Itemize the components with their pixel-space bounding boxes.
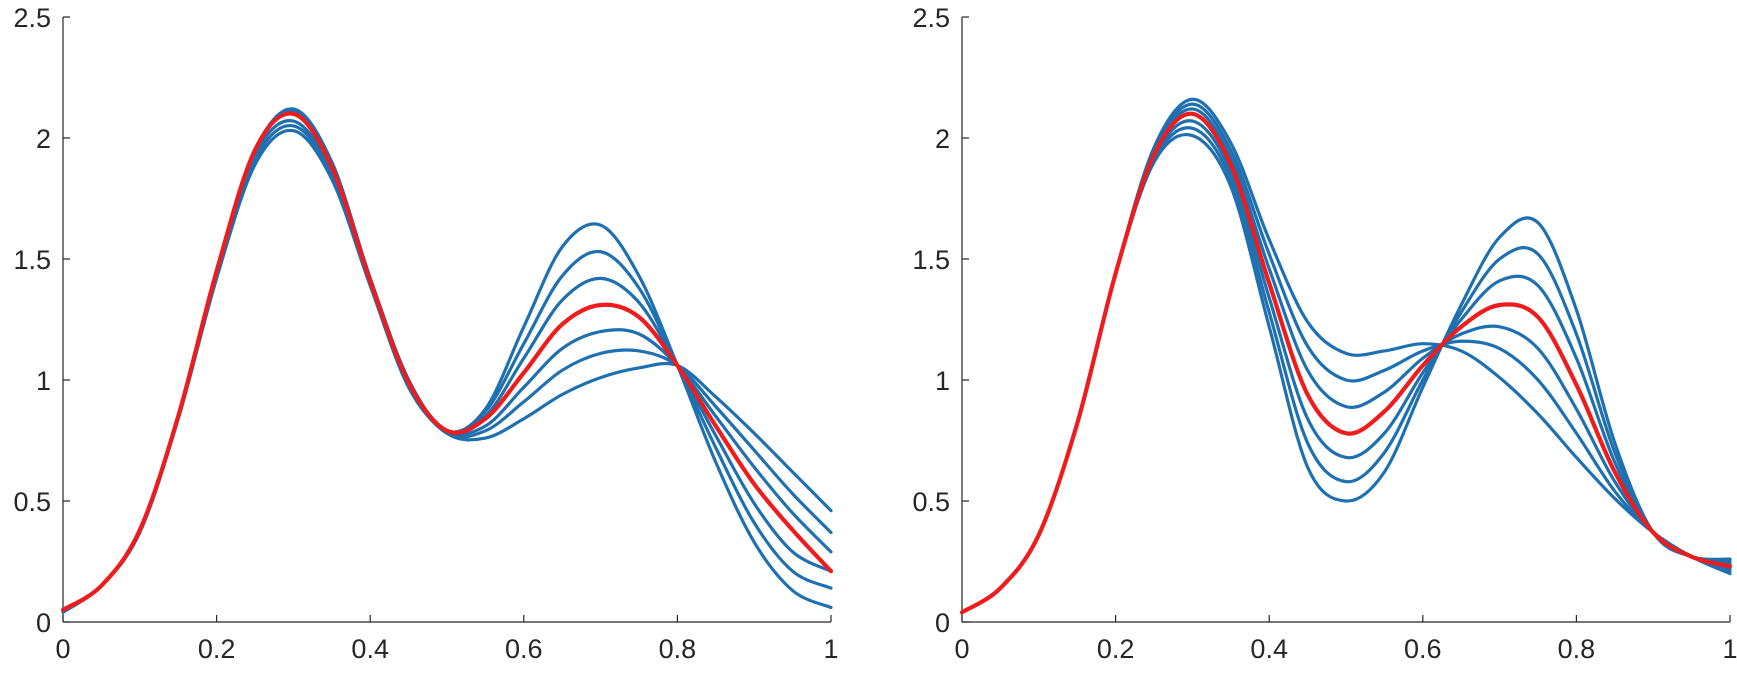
x-tick-label: 0.2	[198, 634, 236, 664]
series-line-2	[960, 102, 1732, 614]
series-line-2	[61, 109, 833, 612]
x-tick-label: 0.8	[659, 634, 697, 664]
series-line-7	[61, 128, 833, 614]
y-tick-label: 1.5	[13, 245, 51, 275]
series-line-6	[960, 126, 1732, 614]
x-tick-label: 0.6	[1404, 634, 1442, 664]
series-line-1	[960, 97, 1732, 614]
y-tick-label: 1.5	[912, 245, 950, 275]
y-tick-label: 2	[935, 124, 950, 154]
x-tick-label: 0.4	[1250, 634, 1288, 664]
series-line-6	[61, 124, 833, 612]
y-tick-label: 0	[36, 608, 51, 638]
right-plot: 0 0.2 0.4 0.6 0.8 1 0 0.5 1 1.5 2 2.5	[912, 3, 1737, 664]
highlighted-series-line	[959, 111, 1733, 615]
y-tick-label: 0	[935, 608, 950, 638]
x-tick-label: 0.8	[1558, 634, 1596, 664]
x-tick-label: 1	[823, 634, 838, 664]
highlighted-series-line	[60, 111, 834, 612]
series-line-5	[960, 119, 1732, 614]
x-tick-label: 0.6	[505, 634, 543, 664]
y-tick-label: 1	[935, 366, 950, 396]
y-tick-label: 1	[36, 366, 51, 396]
series-line-3	[61, 109, 833, 612]
x-tick-label: 0.2	[1097, 634, 1135, 664]
y-tick-label: 0.5	[912, 487, 950, 517]
series-line-1	[61, 107, 833, 612]
x-tick-label: 1	[1722, 634, 1737, 664]
series-line-7	[960, 133, 1732, 614]
x-tick-label: 0.4	[351, 634, 389, 664]
left-plot: 0 0.2 0.4 0.6 0.8 1 0 0.5 1 1.5 2 2.5	[13, 3, 838, 664]
series-line-5	[61, 119, 833, 612]
y-tick-label: 2.5	[13, 3, 51, 33]
y-tick-label: 2.5	[912, 3, 950, 33]
series-line-3	[960, 107, 1732, 614]
x-tick-label: 0	[55, 634, 70, 664]
y-tick-label: 0.5	[13, 487, 51, 517]
x-tick-label: 0	[954, 634, 969, 664]
y-tick-label: 2	[36, 124, 51, 154]
